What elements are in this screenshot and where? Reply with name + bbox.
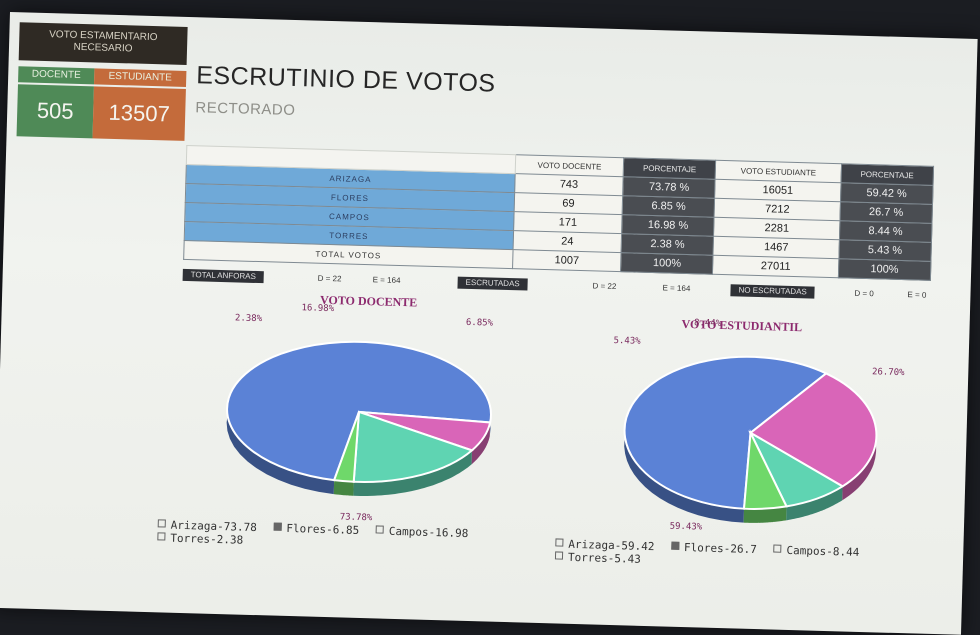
pie-data-label: 26.70% <box>872 367 905 378</box>
legend-marker-icon <box>157 532 166 541</box>
pie-charts: 73.78% 6.85% 16.98% 2.38% 59.43% 26.70% 8.44% 5… <box>226 303 905 533</box>
legend-label: Campos-8.44 <box>786 543 860 559</box>
pie-slice-flores <box>748 372 878 488</box>
legend-marker-icon <box>157 519 166 528</box>
legend-marker-icon <box>554 551 564 560</box>
pie-slice-arizaga <box>623 355 829 510</box>
legend-marker-icon <box>273 522 282 531</box>
legend-label: Flores-6.85 <box>286 521 360 537</box>
legend-label: Torres-2.38 <box>170 531 244 547</box>
pie-slice-side <box>333 480 354 496</box>
legend-item: Flores-26.7 <box>670 541 758 557</box>
legend-item: Campos-16.98 <box>375 524 469 540</box>
pie-slice-torres <box>742 429 788 510</box>
pie-data-label: 8.44% <box>694 318 722 329</box>
legend-item: Torres-2.38 <box>157 531 244 547</box>
pie-data-label: 2.38% <box>235 313 263 324</box>
pie-data-label: 6.85% <box>466 318 494 329</box>
legend-marker-icon <box>375 525 385 534</box>
pie-data-label: 73.78% <box>340 512 373 523</box>
presentation-slide: VOTO ESTAMENTARIO NECESARIO DOCENTE ESTU… <box>0 12 978 635</box>
pie-slice-campos <box>352 410 474 483</box>
legend-marker-icon <box>773 544 782 553</box>
legend-item: Torres-5.43 <box>554 550 642 566</box>
pie-slice-side <box>353 450 472 496</box>
pie-data-label: 16.98% <box>301 303 334 314</box>
legend-item: Flores-6.85 <box>273 522 359 537</box>
pie-slice-side <box>471 422 491 465</box>
pie-slice-side <box>743 506 787 523</box>
pie-slice-torres <box>332 411 360 483</box>
legend-label: Torres-5.43 <box>567 550 642 566</box>
pie-data-label: 5.43% <box>613 336 641 347</box>
legend-marker-icon <box>670 541 680 550</box>
legend-item: Campos-8.44 <box>773 544 859 559</box>
legend-marker-icon <box>555 538 564 547</box>
pie-data-label: 59.43% <box>669 522 702 533</box>
legend-label: Flores-26.7 <box>683 541 758 557</box>
legend-label: Campos-16.98 <box>388 524 469 540</box>
